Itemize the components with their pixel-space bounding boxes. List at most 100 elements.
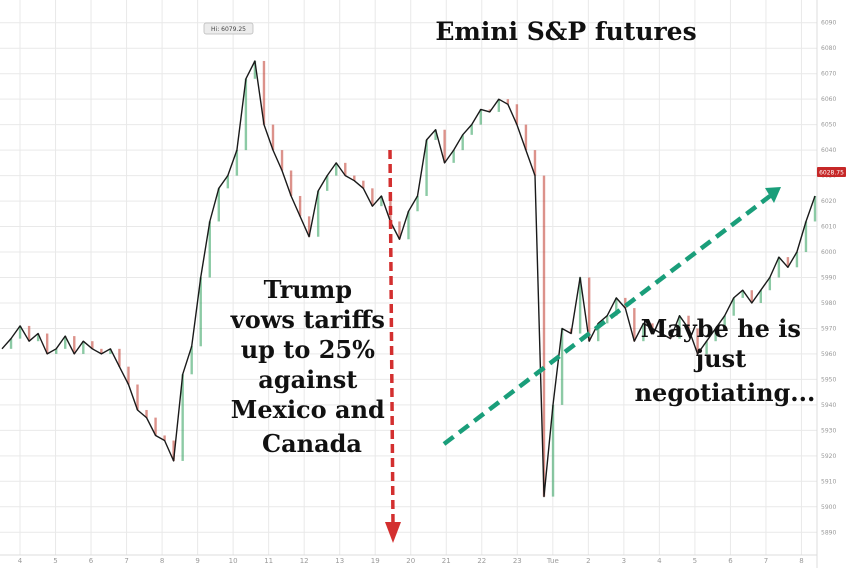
candle-body: [307, 216, 311, 237]
candle-body: [344, 162, 347, 176]
y-tick-label: 5900: [821, 504, 836, 511]
candle-body: [687, 315, 690, 329]
candle-body: [73, 336, 76, 354]
candle-body: [353, 175, 356, 181]
x-tick-label: 7: [124, 557, 128, 565]
candle-body: [551, 404, 555, 497]
candle-body: [18, 325, 22, 339]
candle-body: [199, 277, 202, 347]
candle-body: [542, 175, 546, 497]
red-dashed-down-arrow: [385, 149, 401, 543]
x-tick-label: 2: [586, 557, 590, 565]
candle-body: [335, 162, 338, 176]
candle-body: [651, 323, 654, 329]
candle-body: [470, 124, 473, 135]
candle-body: [705, 341, 708, 354]
candle-body: [506, 99, 510, 105]
y-tick-label: 5930: [821, 427, 836, 434]
x-tick-label: 19: [371, 557, 380, 565]
candle-body: [768, 277, 772, 291]
candle-body: [714, 328, 717, 342]
x-tick-label: Tue: [546, 557, 559, 565]
x-tick-label: 6: [89, 557, 94, 565]
candle-body: [524, 124, 528, 151]
y-tick-label: 6060: [821, 96, 836, 103]
candle-body: [407, 211, 410, 240]
y-tick-label: 5940: [821, 402, 836, 409]
candle-body: [371, 188, 374, 207]
annotation-negotiating-line-2: just: [693, 344, 746, 373]
candle-body: [181, 374, 184, 461]
candle-body: [326, 175, 329, 191]
candle-body: [271, 124, 275, 151]
candle-body: [36, 333, 40, 342]
candle-body: [27, 325, 31, 342]
candle-body: [434, 129, 437, 140]
y-tick-label: 6020: [821, 198, 836, 205]
candle-body: [127, 366, 130, 385]
candle-body: [750, 290, 753, 303]
annotation-tariffs-line-1: Trump: [264, 275, 352, 304]
candle-body: [9, 338, 13, 349]
green-arrow-head: [765, 187, 781, 203]
last-price-label: 6028.75: [819, 170, 844, 177]
grid-lines: [0, 0, 817, 555]
high-marker-box: [203, 22, 254, 35]
candle-body: [262, 60, 266, 125]
x-tick-label: 7: [764, 557, 768, 565]
candle-body: [217, 188, 220, 222]
candle-body: [289, 170, 293, 196]
x-tick-label: 13: [335, 557, 344, 565]
red-arrow-shaft: [388, 149, 395, 526]
high-marker-label: Hi: 6079.25: [211, 26, 246, 33]
candle-body: [813, 195, 817, 222]
annotation-negotiating: Maybe he is just negotiating...: [635, 314, 816, 407]
y-tick-label: 5970: [821, 325, 836, 332]
candle-body: [560, 328, 564, 405]
last-price-box: [817, 167, 846, 177]
x-axis: 4 5 6 7 8 9 10 11 12 13 19 20 21 22 23 Tue 2 3 4 5 6 7 8: [0, 554, 817, 565]
y-tick-label: 6070: [821, 71, 836, 78]
y-tick-label: 5890: [821, 529, 836, 536]
x-tick-label: 8: [799, 557, 803, 565]
x-tick-label: 5: [53, 557, 57, 565]
x-tick-label: 20: [406, 557, 415, 565]
x-tick-label: 8: [160, 557, 164, 565]
y-tick-label: 6090: [821, 20, 836, 27]
y-axis: 6090608060706060605060406030602060106000…: [816, 0, 836, 568]
y-tick-label: 5910: [821, 478, 836, 485]
x-tick-label: 21: [442, 557, 451, 565]
candle-body: [732, 297, 735, 316]
candle-body: [154, 417, 157, 436]
last-price-marker: 6028.75: [817, 167, 846, 177]
red-arrow-head: [385, 522, 401, 543]
annotation-tariffs-line-5: Mexico and: [231, 395, 385, 424]
chart-title: Emini S&P futures: [435, 17, 696, 46]
annotation-tariffs-line-4: against: [258, 365, 357, 394]
candle-body: [172, 440, 175, 461]
candle-body: [208, 221, 211, 278]
candle-body: [642, 323, 645, 342]
candle-body: [633, 308, 636, 342]
y-tick-label: 6000: [821, 249, 836, 256]
y-tick-label: 6050: [821, 122, 836, 129]
x-tick-label: 22: [477, 557, 486, 565]
annotation-negotiating-line-3: negotiating...: [635, 378, 816, 407]
candle-body: [615, 297, 618, 316]
candle-body: [678, 315, 681, 339]
candle-body: [660, 328, 663, 334]
candle-body: [723, 315, 726, 329]
candle-body: [82, 341, 85, 354]
x-tick-label: 11: [264, 557, 273, 565]
y-tick-label: 5960: [821, 351, 836, 358]
candle-body: [362, 180, 365, 189]
candle-body: [533, 150, 537, 176]
candle-body: [786, 257, 790, 268]
annotation-tariffs-line-2: vows tariffs: [230, 305, 385, 334]
annotation-tariffs-line-3: up to 25%: [241, 335, 375, 364]
candle-body: [777, 257, 781, 278]
green-dashed-up-arrow: [442, 187, 781, 446]
candle-body: [226, 175, 230, 189]
price-series: [1, 60, 816, 498]
